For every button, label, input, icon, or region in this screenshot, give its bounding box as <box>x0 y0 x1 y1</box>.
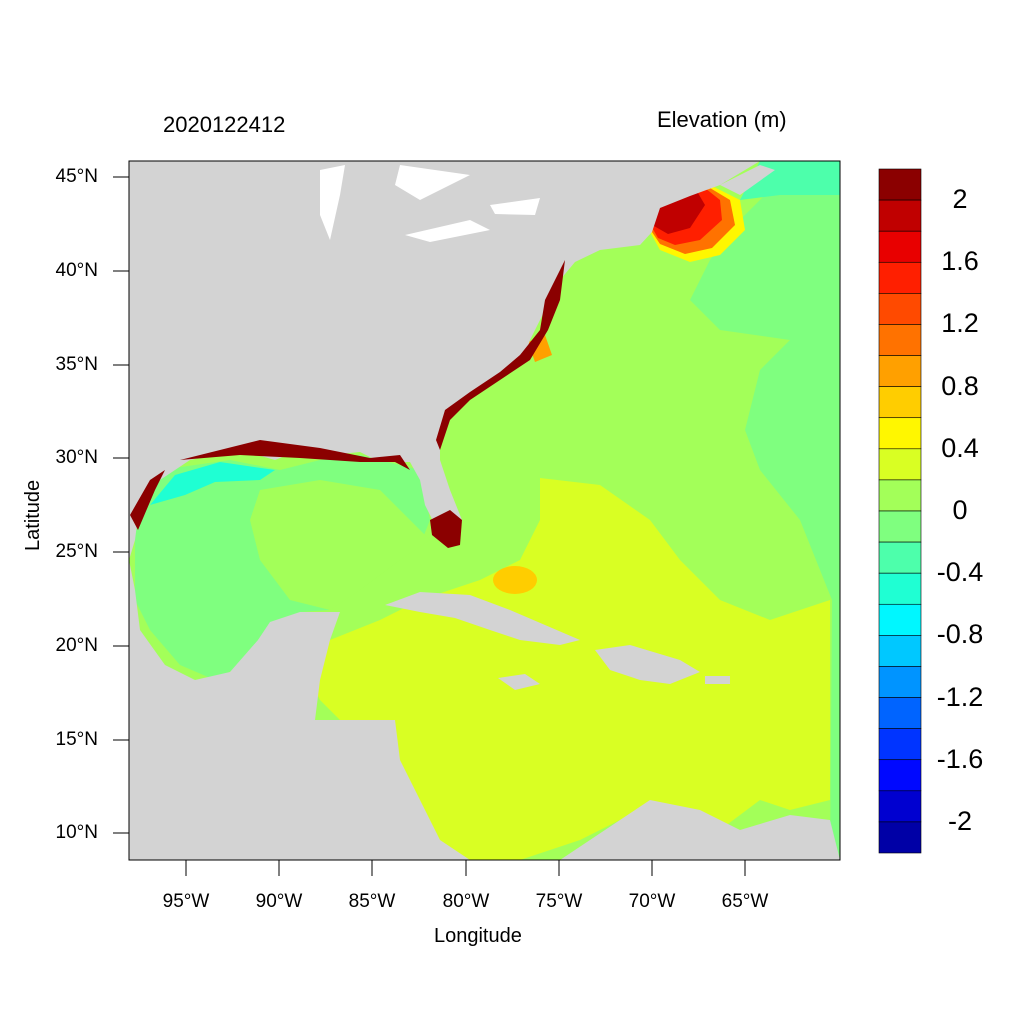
nova-scotia-land <box>720 165 775 195</box>
gulf-coast-surge <box>180 440 410 470</box>
great-lakes <box>320 165 540 242</box>
caribbean-field <box>300 478 830 860</box>
gulf-center-field <box>250 480 430 610</box>
colorbar-swatch <box>878 261 922 294</box>
y-tick-label: 35°N <box>55 354 98 375</box>
y-tick-label: 10°N <box>55 822 98 843</box>
colorbar-swatch <box>878 230 922 263</box>
y-tick-label: 30°N <box>55 447 98 468</box>
colorbar-swatch <box>878 821 922 854</box>
hispaniola-land <box>595 645 700 684</box>
x-axis-label: Longitude <box>434 925 522 947</box>
florida-surge <box>430 510 462 548</box>
colorbar-swatch <box>878 417 922 450</box>
colorbar-swatch <box>878 168 922 201</box>
louisiana-low-field <box>150 462 275 505</box>
jamaica-land <box>498 674 540 690</box>
y-tick-label: 25°N <box>55 541 98 562</box>
cuba-land <box>385 592 580 645</box>
x-tick-label: 90°W <box>255 891 303 912</box>
maine-surge-4 <box>646 188 705 234</box>
colorbar-tick-label: -0.4 <box>936 557 984 588</box>
y-axis-ticks <box>113 176 129 834</box>
south-america-land <box>560 800 840 860</box>
colorbar-tick-label: 2 <box>952 184 968 215</box>
colorbar-swatch <box>878 479 922 512</box>
mexico-land <box>129 560 470 860</box>
y-tick-label: 45°N <box>55 166 98 187</box>
x-tick-label: 95°W <box>162 891 210 912</box>
colorbar-tick-label: -1.6 <box>936 743 984 774</box>
colorbar <box>878 168 922 854</box>
colorbar-swatch <box>878 355 922 387</box>
colorbar-tick-label: -0.8 <box>936 619 984 650</box>
timestamp-label: 2020122412 <box>163 112 286 137</box>
colorbar-swatch <box>878 635 922 667</box>
x-tick-label: 75°W <box>535 891 583 912</box>
colorbar-tick-label: 1.6 <box>941 246 979 277</box>
texas-coast-surge <box>130 470 165 530</box>
colorbar-tick-label: -2 <box>947 805 972 836</box>
colorbar-swatch <box>878 324 922 356</box>
colorbar-tick-label: -1.2 <box>936 681 984 712</box>
colorbar-swatch <box>878 541 922 574</box>
colorbar-tick-label: 0.4 <box>941 432 979 463</box>
units-label: Elevation (m) <box>657 107 787 132</box>
colorbar-swatch <box>878 386 922 419</box>
colorbar-swatch <box>878 510 922 543</box>
y-tick-label: 15°N <box>55 729 98 750</box>
colorbar-tick-label: 1.2 <box>941 308 979 339</box>
y-tick-label: 40°N <box>55 260 98 281</box>
x-axis-ticks <box>185 860 746 876</box>
land-mass <box>129 161 840 860</box>
x-tick-label: 80°W <box>442 891 490 912</box>
map-panel <box>129 161 840 860</box>
y-tick-label: 20°N <box>55 635 98 656</box>
plot-frame <box>128 160 841 861</box>
colorbar-tick-label: 0.8 <box>941 370 979 401</box>
colorbar-swatch <box>878 728 922 761</box>
colorbar-swatch <box>878 790 922 823</box>
x-tick-label: 85°W <box>348 891 396 912</box>
colorbar-swatch <box>878 199 922 232</box>
colorbar-tick-label: 0 <box>952 495 968 525</box>
colorbar-swatch <box>878 697 922 729</box>
atlantic-offshore-field <box>690 161 840 860</box>
colorbar-swatch <box>878 448 922 481</box>
us-land <box>129 161 760 560</box>
x-tick-label: 70°W <box>628 891 676 912</box>
colorbar-swatch <box>878 293 922 325</box>
colorbar-swatch <box>878 572 922 605</box>
puerto-rico-land <box>705 676 730 684</box>
bahamas-high-field <box>493 566 537 594</box>
colorbar-swatch <box>878 759 922 792</box>
x-tick-label: 65°W <box>721 891 769 912</box>
colorbar-swatch <box>878 666 922 698</box>
colorbar-swatch <box>878 603 922 636</box>
